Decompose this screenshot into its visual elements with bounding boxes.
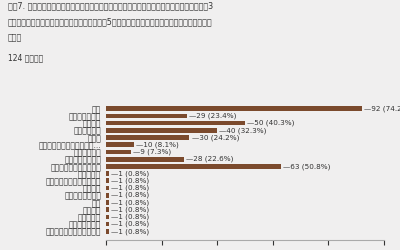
Text: —29 (23.4%): —29 (23.4%) <box>189 113 236 119</box>
Bar <box>106 200 109 205</box>
Bar <box>106 193 109 198</box>
Text: —50 (40.3%): —50 (40.3%) <box>247 120 294 126</box>
Text: —92 (74.2%): —92 (74.2%) <box>364 106 400 112</box>
Bar <box>106 135 190 140</box>
Text: —1 (0.8%): —1 (0.8%) <box>111 221 149 227</box>
Text: —1 (0.8%): —1 (0.8%) <box>111 192 149 198</box>
Bar <box>106 178 109 183</box>
Text: —1 (0.8%): —1 (0.8%) <box>111 206 149 213</box>
Bar <box>106 142 134 147</box>
Bar <box>106 106 362 111</box>
Bar <box>106 121 245 126</box>
Text: 質問7. 学生が進学先を決める（出願する）に当たって、大きな要因になっていると思われる3: 質問7. 学生が進学先を決める（出願する）に当たって、大きな要因になっていると思… <box>8 1 213 10</box>
Text: —1 (0.8%): —1 (0.8%) <box>111 214 149 220</box>
Text: 124 件の回答: 124 件の回答 <box>8 54 43 63</box>
Bar <box>106 207 109 212</box>
Bar <box>106 186 109 190</box>
Text: —1 (0.8%): —1 (0.8%) <box>111 228 149 234</box>
Text: —30 (24.2%): —30 (24.2%) <box>192 134 239 141</box>
Text: —63 (50.8%): —63 (50.8%) <box>283 163 331 170</box>
Text: —28 (22.6%): —28 (22.6%) <box>186 156 234 162</box>
Bar <box>106 229 109 234</box>
Bar <box>106 128 217 133</box>
Text: —1 (0.8%): —1 (0.8%) <box>111 170 149 177</box>
Text: —1 (0.8%): —1 (0.8%) <box>111 185 149 191</box>
Text: —40 (32.3%): —40 (32.3%) <box>220 127 267 134</box>
Text: —1 (0.8%): —1 (0.8%) <box>111 178 149 184</box>
Bar <box>106 222 109 226</box>
Text: つの選択肢を下記から選んでください。（質問5）で選択した国籍の学生を想定してご回答くだ: つの選択肢を下記から選んでください。（質問5）で選択した国籍の学生を想定してご回… <box>8 18 213 26</box>
Bar <box>106 214 109 219</box>
Bar <box>106 171 109 176</box>
Bar <box>106 157 184 162</box>
Bar <box>106 114 187 118</box>
Bar <box>106 150 131 154</box>
Text: —10 (8.1%): —10 (8.1%) <box>136 142 179 148</box>
Text: —9 (7.3%): —9 (7.3%) <box>133 149 171 155</box>
Text: さい。: さい。 <box>8 34 22 43</box>
Text: —1 (0.8%): —1 (0.8%) <box>111 199 149 206</box>
Bar <box>106 164 281 169</box>
